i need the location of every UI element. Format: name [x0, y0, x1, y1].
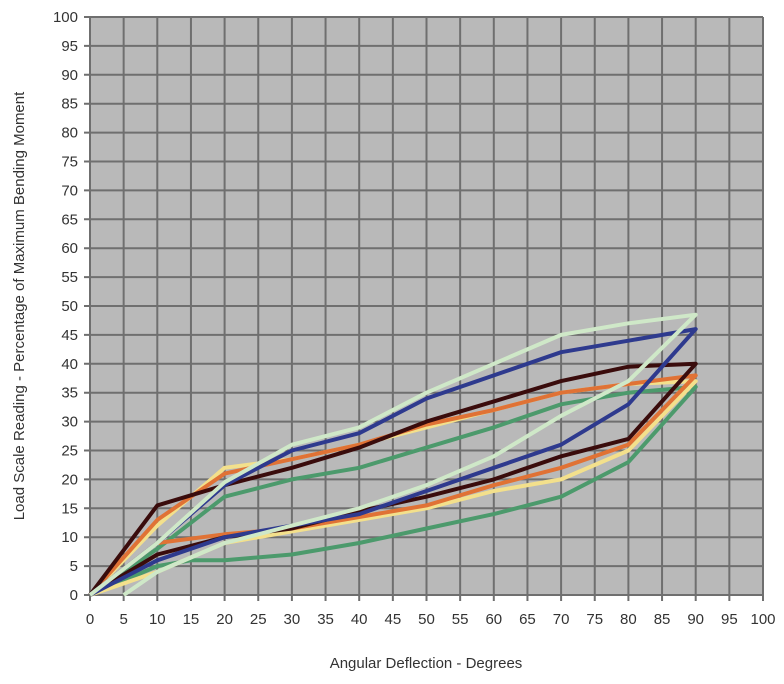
y-tick-label: 65 [61, 211, 78, 228]
x-tick-label: 75 [586, 611, 603, 628]
y-tick-label: 5 [70, 558, 78, 575]
y-ticks: 0 5 10 15 20 25 30 35 40 45 50 55 60 65 70 75 80 85 90 95 10… [53, 9, 78, 604]
series-line-light-green [88, 312, 698, 597]
y-tick-label: 95 [61, 38, 78, 55]
x-tick-label: 90 [687, 611, 704, 628]
x-tick-label: 40 [351, 611, 368, 628]
x-tick-label: 85 [654, 611, 671, 628]
x-tick-label: 60 [485, 611, 502, 628]
x-tick-label: 25 [250, 611, 267, 628]
y-tick-label: 10 [61, 529, 78, 546]
y-tick-label: 100 [53, 9, 78, 26]
y-tick-label: 20 [61, 471, 78, 488]
x-tick-label: 15 [183, 611, 200, 628]
y-tick-label: 35 [61, 385, 78, 402]
y-tick-label: 25 [61, 443, 78, 460]
x-axis-label: Angular Deflection - Degrees [330, 655, 523, 672]
y-tick-label: 90 [61, 67, 78, 84]
x-tick-label: 20 [216, 611, 233, 628]
y-tick-label: 75 [61, 154, 78, 171]
x-tick-label: 95 [721, 611, 738, 628]
x-tick-label: 45 [385, 611, 402, 628]
x-tick-label: 50 [418, 611, 435, 628]
series-group [88, 312, 698, 597]
x-tick-label: 30 [284, 611, 301, 628]
y-tick-label: 0 [70, 587, 78, 604]
y-tick-label: 30 [61, 414, 78, 431]
y-tick-label: 80 [61, 125, 78, 142]
y-tick-label: 70 [61, 182, 78, 199]
x-tick-label: 0 [86, 611, 94, 628]
x-tick-label: 65 [519, 611, 536, 628]
x-tick-label: 70 [553, 611, 570, 628]
x-tick-label: 35 [317, 611, 334, 628]
series-line-green [88, 384, 698, 597]
y-tick-label: 40 [61, 356, 78, 373]
y-tick-label: 85 [61, 96, 78, 113]
y-tick-label: 55 [61, 269, 78, 286]
x-ticks: 0 5 10 15 20 25 30 35 40 45 50 55 60 65 70 75 80 85 90 95 10… [86, 611, 776, 628]
x-tick-label: 5 [119, 611, 127, 628]
y-tick-label: 45 [61, 327, 78, 344]
y-tick-label: 50 [61, 298, 78, 315]
x-tick-label: 80 [620, 611, 637, 628]
y-tick-label: 15 [61, 500, 78, 517]
x-tick-label: 100 [750, 611, 775, 628]
x-tick-label: 55 [452, 611, 469, 628]
y-tick-label: 60 [61, 240, 78, 257]
series-line-dark-brown [88, 361, 698, 597]
x-tick-label: 10 [149, 611, 166, 628]
y-axis-label: Load Scale Reading - Percentage of Maxim… [11, 91, 28, 520]
